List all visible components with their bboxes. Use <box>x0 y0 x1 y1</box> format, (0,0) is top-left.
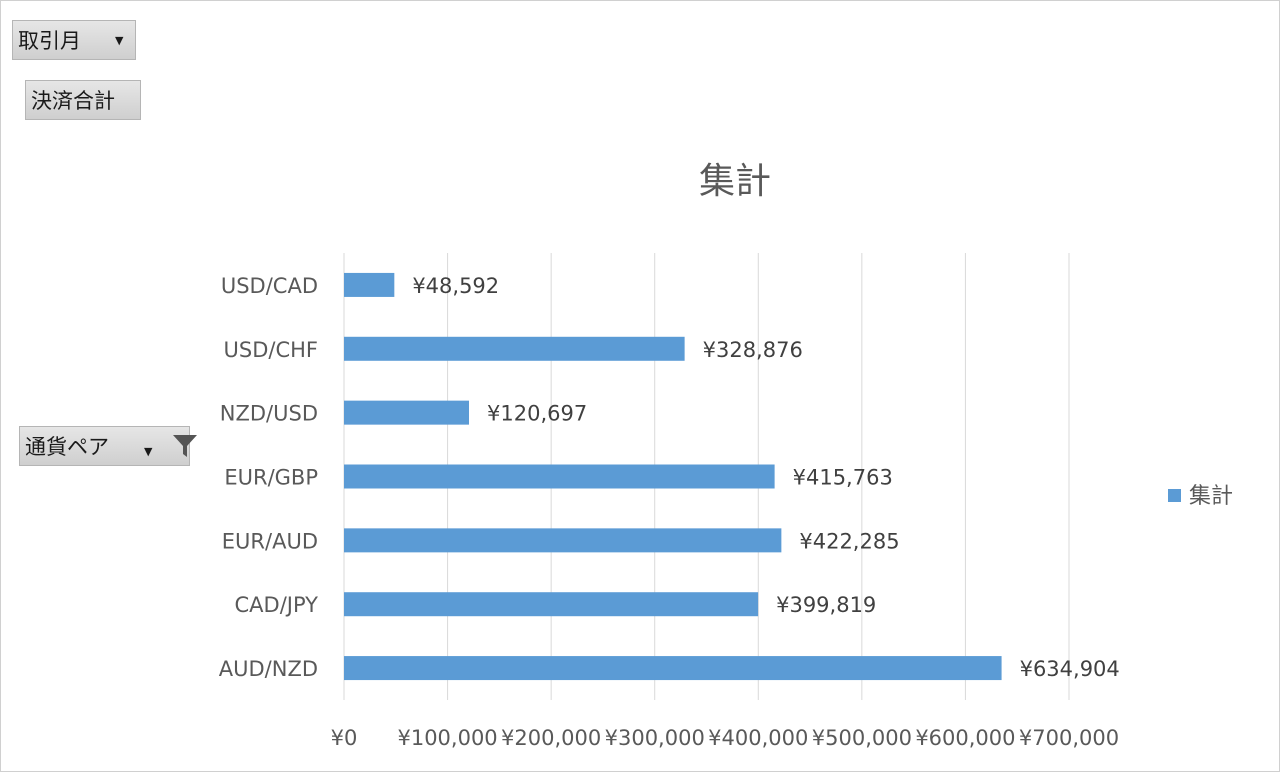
data-label: ¥422,285 <box>799 529 899 553</box>
data-label: ¥328,876 <box>703 338 803 362</box>
data-label: ¥48,592 <box>412 274 499 298</box>
category-label: NZD/USD <box>220 402 318 426</box>
category-label: AUD/NZD <box>219 657 318 681</box>
bars <box>344 272 1002 681</box>
filter-icon[interactable] <box>171 432 199 460</box>
category-label: USD/CHF <box>224 338 318 362</box>
bar <box>344 272 395 297</box>
x-tick-label: ¥500,000 <box>812 726 912 750</box>
x-tick-label: ¥300,000 <box>605 726 705 750</box>
data-labels: ¥48,592 ¥328,876 ¥120,697 ¥415,763 ¥422,285 ¥… <box>412 274 1119 681</box>
category-label: USD/CAD <box>221 274 318 298</box>
bar <box>344 528 782 553</box>
x-tick-label: ¥0 <box>331 726 358 750</box>
chart-title: 集計 <box>699 161 771 202</box>
category-label: EUR/GBP <box>224 466 318 490</box>
month-field-button[interactable]: 取引月 ▼ <box>12 20 136 60</box>
sum-field-button[interactable]: 決済合計 <box>25 80 141 120</box>
data-label: ¥634,904 <box>1020 657 1120 681</box>
x-tick-label: ¥700,000 <box>1019 726 1119 750</box>
x-tick-label: ¥600,000 <box>915 726 1015 750</box>
x-tick-label: ¥100,000 <box>397 726 497 750</box>
x-tick-label: ¥400,000 <box>708 726 808 750</box>
bar <box>344 464 775 489</box>
legend: 集計 <box>1168 484 1233 509</box>
legend-label: 集計 <box>1189 484 1233 509</box>
data-label: ¥415,763 <box>793 466 893 490</box>
legend-swatch <box>1168 489 1181 502</box>
month-field-label: 取引月 <box>18 29 81 53</box>
bar <box>344 656 1002 681</box>
x-axis-ticks: ¥0 ¥100,000 ¥200,000 ¥300,000 ¥400,000 ¥500,0… <box>331 726 1119 750</box>
bar <box>344 400 470 425</box>
bar <box>344 592 759 617</box>
pair-field-label: 通貨ペア <box>25 435 109 459</box>
x-tick-label: ¥200,000 <box>501 726 601 750</box>
data-label: ¥120,697 <box>487 402 587 426</box>
pair-field-button[interactable]: 通貨ペア ▼ <box>19 426 197 466</box>
sum-field-label: 決済合計 <box>31 89 115 113</box>
category-labels: USD/CAD USD/CHF NZD/USD EUR/GBP EUR/AUD CAD/J… <box>219 274 318 681</box>
chevron-down-icon: ▼ <box>144 445 153 458</box>
category-label: CAD/JPY <box>235 593 319 617</box>
data-label: ¥399,819 <box>776 593 876 617</box>
category-label: EUR/AUD <box>222 529 318 553</box>
chevron-down-icon: ▼ <box>115 34 124 47</box>
bar <box>344 336 685 361</box>
